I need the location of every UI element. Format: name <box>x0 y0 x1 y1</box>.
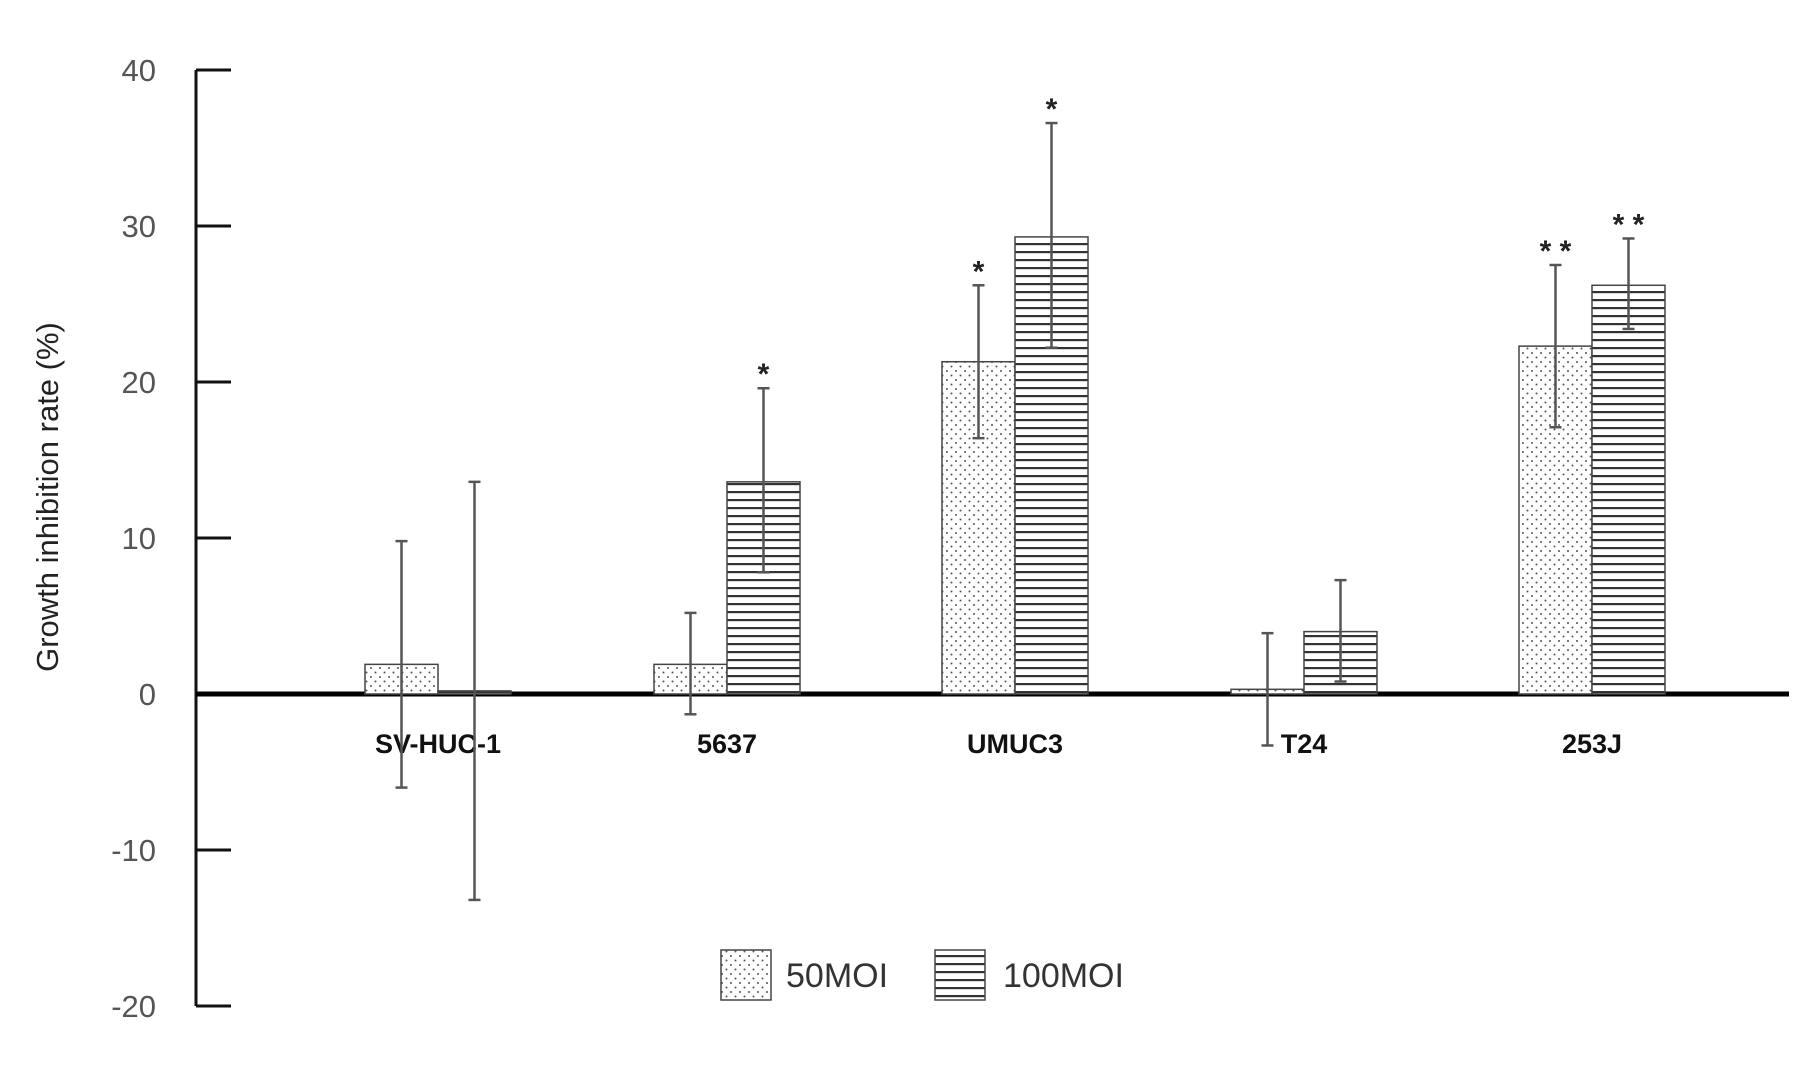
legend: 50MOI 100MOI <box>720 949 1124 1001</box>
y-axis-label: Growth inhibition rate (%) <box>30 322 65 672</box>
x-tick-label: 253J <box>1562 729 1622 759</box>
legend-label: 50MOI <box>786 957 888 995</box>
bar-100moi <box>1591 284 1666 695</box>
y-tick-label: 40 <box>122 53 156 88</box>
x-tick-label: 5637 <box>697 729 757 759</box>
significance-marker: * <box>1046 93 1058 126</box>
legend-label: 100MOI <box>1003 957 1124 995</box>
x-tick-label: SV-HUC-1 <box>375 729 501 759</box>
legend-swatch-50moi <box>720 949 772 1001</box>
significance-marker: * <box>758 358 770 391</box>
x-tick-label: UMUC3 <box>967 729 1063 759</box>
y-tick-label: 30 <box>122 209 156 244</box>
significance-marker: * * <box>1540 235 1572 268</box>
y-tick-label: -20 <box>111 989 156 1024</box>
error-bars: * * * * * * * <box>395 93 1645 902</box>
y-tick-label: -10 <box>111 833 156 868</box>
x-tick-label: T24 <box>1281 729 1328 759</box>
significance-marker: * <box>973 255 985 288</box>
bars <box>364 236 1666 695</box>
y-tick-label: 0 <box>139 677 156 712</box>
y-tick-label: 10 <box>122 521 156 556</box>
significance-marker: * * <box>1613 208 1645 241</box>
legend-swatch-100moi <box>934 949 986 1001</box>
y-tick-label: 20 <box>122 365 156 400</box>
